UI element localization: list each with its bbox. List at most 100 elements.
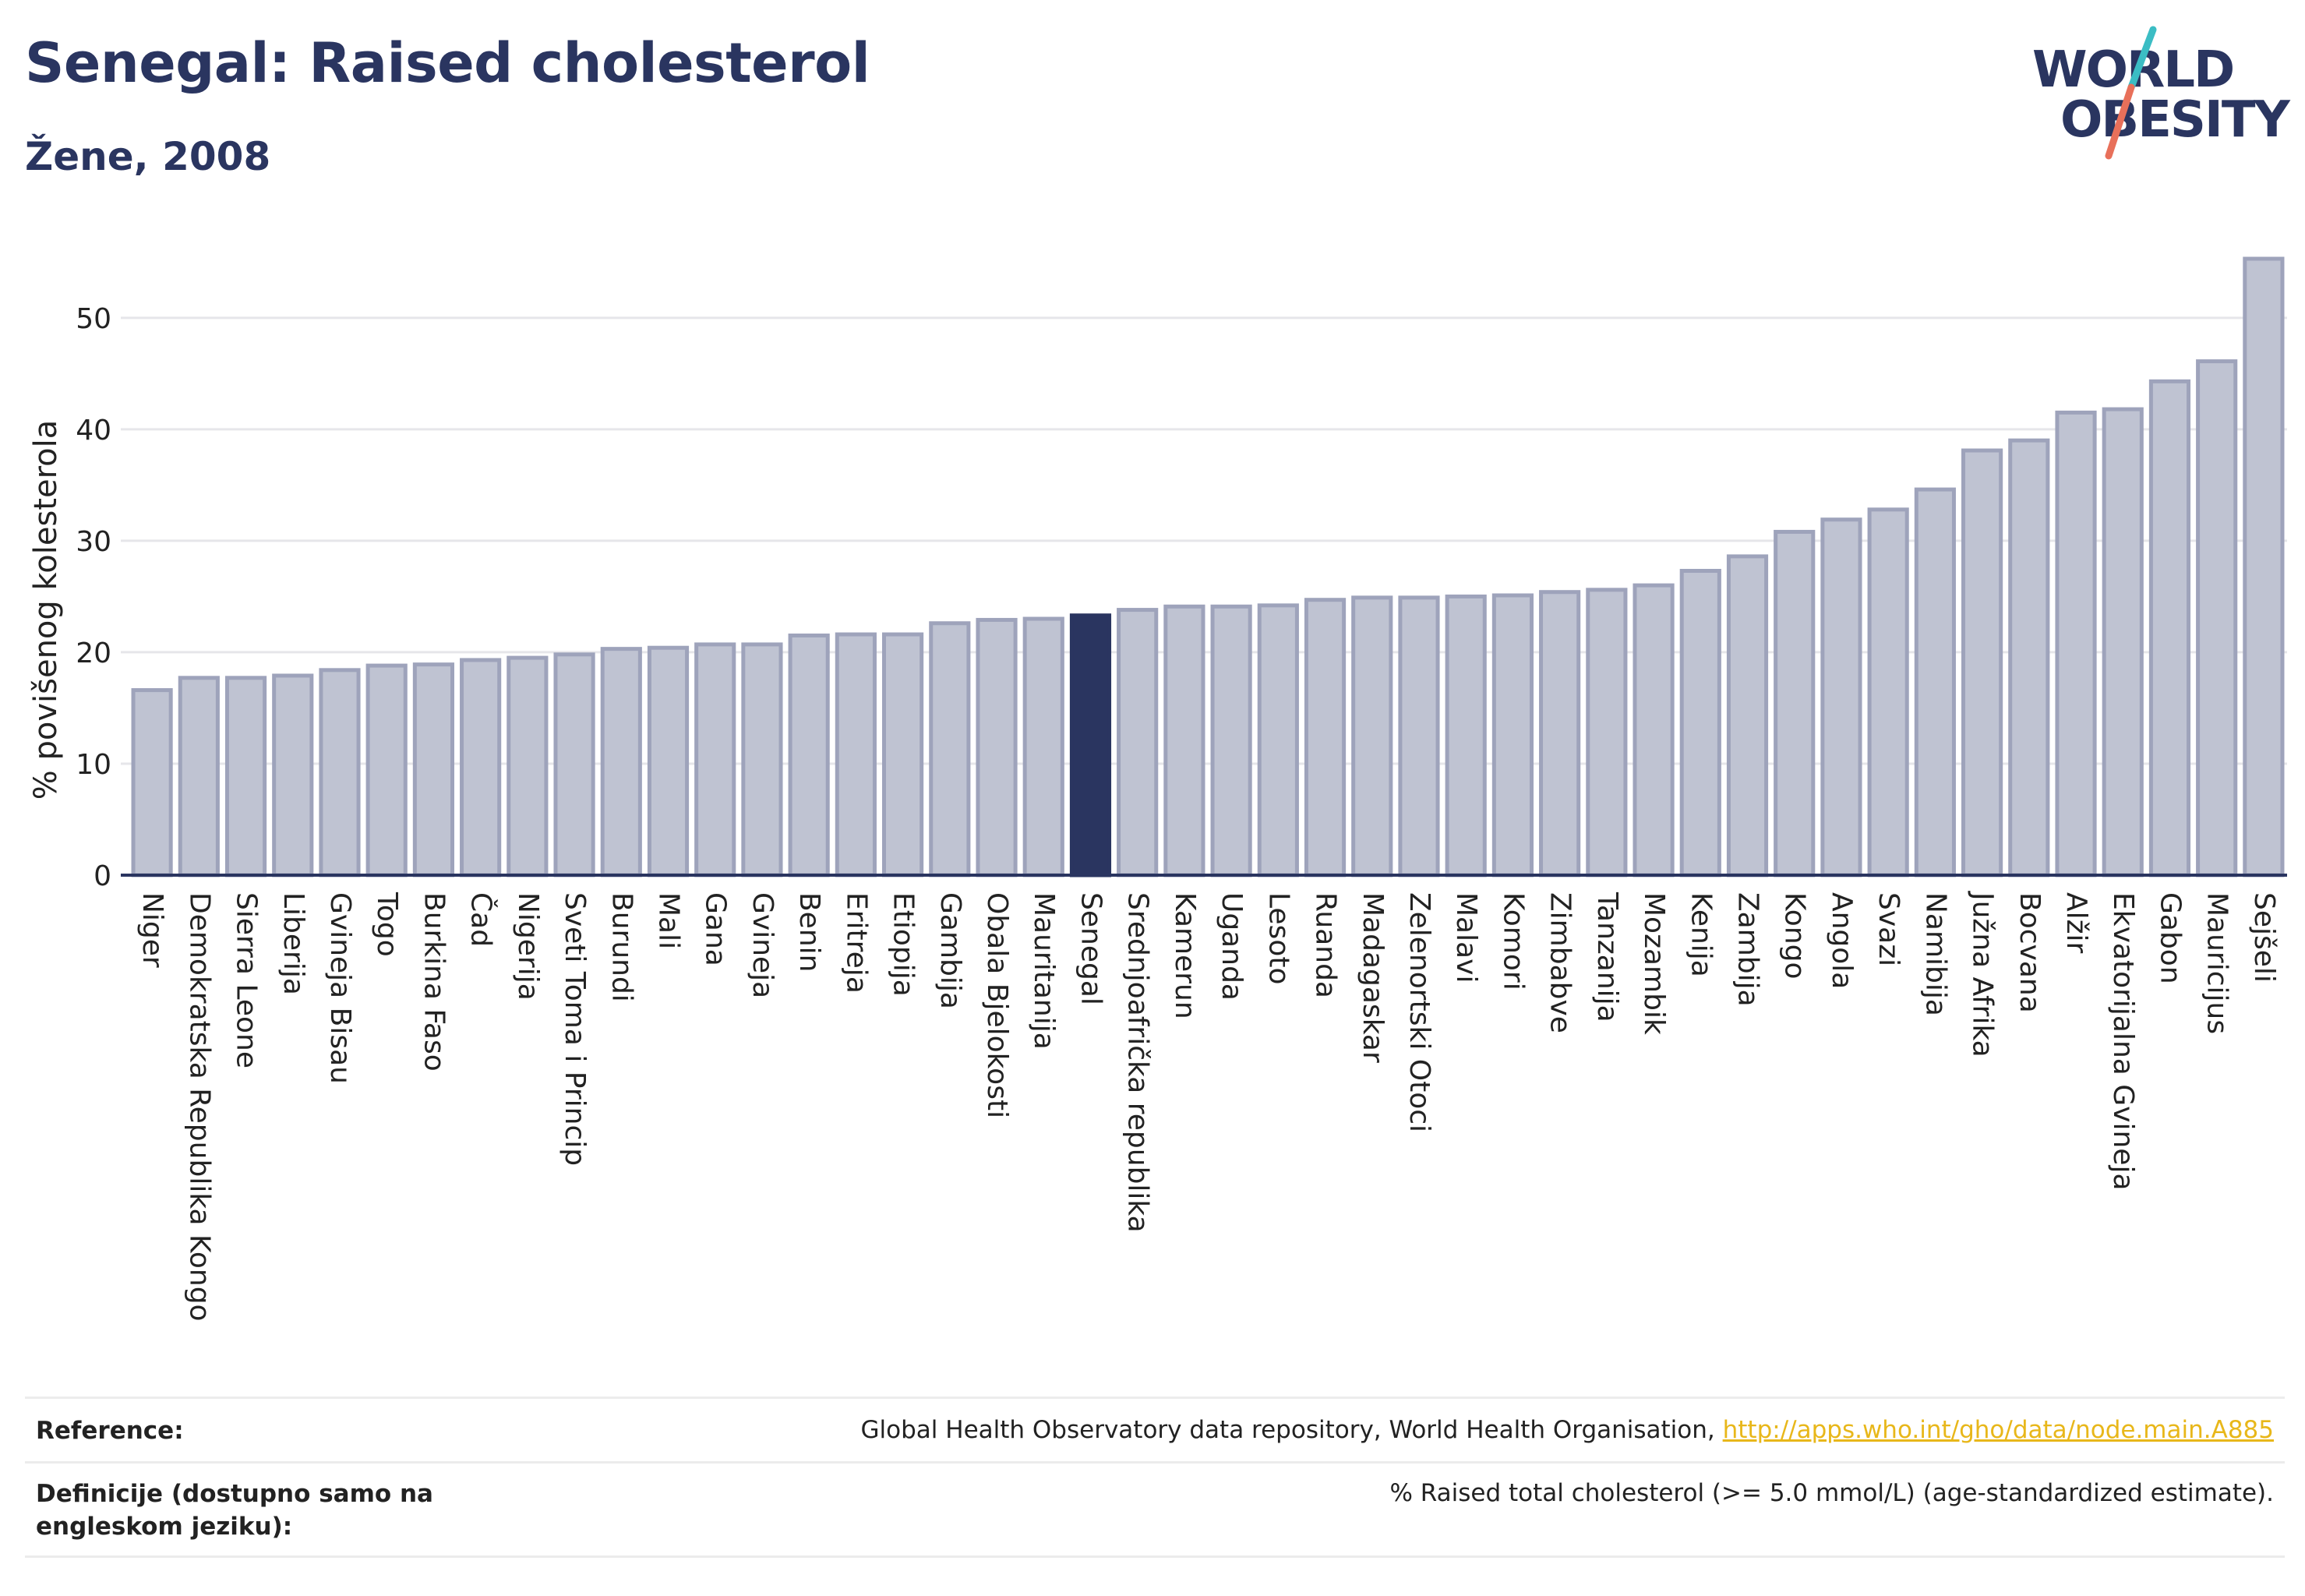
x-tick-label: Obala Bjelokosti xyxy=(981,892,1013,1118)
bar xyxy=(131,688,173,877)
reference-value: Global Health Observatory data repositor… xyxy=(861,1416,2274,1444)
x-tick-label: Namibija xyxy=(1919,892,1951,1016)
x-tick-label: Malavi xyxy=(1450,892,1482,983)
x-tick-label: Sejšeli xyxy=(2248,892,2280,983)
bar xyxy=(835,632,877,877)
x-tick-label: Uganda xyxy=(1216,892,1248,1001)
bar xyxy=(1163,604,1205,877)
reference-row: Reference: Global Health Observatory dat… xyxy=(25,1396,2285,1461)
bar xyxy=(460,658,502,877)
bar xyxy=(319,668,361,877)
bar xyxy=(1867,507,1909,877)
x-tick-label: Bocvana xyxy=(2014,892,2046,1013)
x-tick-label: Svazi xyxy=(1873,892,1904,966)
x-tick-label: Kongo xyxy=(1779,892,1811,980)
bar xyxy=(178,676,220,877)
bar xyxy=(2008,438,2050,877)
y-tick-label: 30 xyxy=(76,526,111,558)
bar xyxy=(1022,616,1064,877)
x-tick-label: Sveti Toma i Princip xyxy=(559,892,591,1166)
bar xyxy=(1774,529,1816,877)
bar xyxy=(1445,594,1487,877)
x-tick-label: Madagaskar xyxy=(1357,892,1389,1063)
y-axis-label: % povišenog kolesterola xyxy=(28,420,64,800)
bar xyxy=(882,632,924,877)
bar-chart: 0 10 20 30 40 50 % povišenog kolesterola Nige… xyxy=(28,256,2287,1322)
x-tick-label: Gvineja Bisau xyxy=(324,892,356,1084)
x-tick-label: Čad xyxy=(465,892,498,947)
x-tick-label: Tanzanija xyxy=(1591,892,1623,1022)
reference-label: Reference: xyxy=(36,1417,184,1445)
x-tick-label: Južna Afrika xyxy=(1967,891,1999,1058)
bar xyxy=(2243,256,2285,877)
x-axis-tick-labels: Niger Demokratska Republika Kongo Sierra L… xyxy=(136,891,2280,1322)
x-tick-label: Zambija xyxy=(1732,892,1764,1007)
bar xyxy=(1351,595,1393,877)
x-tick-label: Togo xyxy=(371,892,403,957)
world-obesity-logo: WORLD OBESITY xyxy=(2032,23,2290,164)
logo-slash-icon xyxy=(2105,26,2157,160)
bar xyxy=(929,621,971,877)
x-tick-label: Kamerun xyxy=(1169,892,1201,1019)
bar xyxy=(1820,517,1862,877)
bar xyxy=(788,633,830,877)
bar xyxy=(412,662,455,877)
x-tick-label: Ruanda xyxy=(1310,892,1342,998)
x-tick-label: Demokratska Republika Kongo xyxy=(183,892,215,1322)
bar xyxy=(2055,410,2097,877)
bar xyxy=(2196,359,2238,877)
bar xyxy=(1398,595,1440,877)
bar-highlighted xyxy=(1069,613,1112,877)
y-tick-label: 50 xyxy=(76,303,111,335)
bar xyxy=(365,663,408,877)
bar xyxy=(647,645,690,877)
x-tick-label: Mauritanija xyxy=(1028,892,1060,1050)
bar xyxy=(600,647,642,877)
reference-text: Global Health Observatory data repositor… xyxy=(860,1416,1715,1444)
x-tick-label: Mozambik xyxy=(1638,892,1670,1035)
bar xyxy=(1633,583,1675,877)
bar xyxy=(553,652,595,877)
bar xyxy=(1304,598,1347,877)
bar xyxy=(741,642,783,877)
y-axis-tick-labels: 0 10 20 30 40 50 xyxy=(76,303,111,892)
x-tick-label: Eritreja xyxy=(840,892,872,994)
x-tick-label: Liberija xyxy=(277,892,309,995)
bar xyxy=(976,617,1018,877)
bar xyxy=(272,673,314,877)
bar xyxy=(1539,590,1581,877)
x-tick-label: Zelenortski Otoci xyxy=(1403,892,1435,1132)
x-tick-label: Srednjoafrička republika xyxy=(1122,892,1154,1233)
y-tick-label: 40 xyxy=(76,415,111,447)
bar xyxy=(1491,593,1534,877)
y-tick-label: 20 xyxy=(76,637,111,669)
bar xyxy=(1257,603,1299,877)
definition-value: % Raised total cholesterol (>= 5.0 mmol/… xyxy=(1389,1479,2274,1507)
bar xyxy=(1726,554,1769,877)
x-tick-label: Sierra Leone xyxy=(231,892,263,1068)
x-tick-label: Gambija xyxy=(934,892,966,1009)
x-tick-label: Alžir xyxy=(2060,892,2092,954)
bar xyxy=(1679,569,1721,877)
x-tick-label: Zimbabve xyxy=(1544,892,1576,1033)
bar xyxy=(507,655,549,877)
bar xyxy=(224,676,267,877)
bars xyxy=(131,256,2285,877)
definition-row: Definicije (dostupno samo na engleskom j… xyxy=(25,1461,2285,1558)
bar xyxy=(1210,604,1252,877)
bar xyxy=(2148,379,2191,877)
x-tick-label: Angola xyxy=(1826,892,1858,989)
x-tick-label: Kenija xyxy=(1685,892,1717,977)
y-tick-label: 10 xyxy=(76,749,111,781)
bar xyxy=(1586,588,1628,877)
x-tick-label: Burundi xyxy=(605,892,637,1002)
x-tick-label: Lesoto xyxy=(1262,892,1294,985)
x-tick-label: Komori xyxy=(1497,892,1529,990)
x-tick-label: Etiopija xyxy=(888,892,920,997)
y-tick-label: 0 xyxy=(94,860,111,892)
reference-table: Reference: Global Health Observatory dat… xyxy=(25,1396,2285,1558)
x-tick-label: Niger xyxy=(136,892,168,968)
reference-link[interactable]: http://apps.who.int/gho/data/node.main.A… xyxy=(1722,1416,2274,1444)
x-tick-label: Gabon xyxy=(2154,892,2186,984)
bar xyxy=(1914,487,1956,877)
